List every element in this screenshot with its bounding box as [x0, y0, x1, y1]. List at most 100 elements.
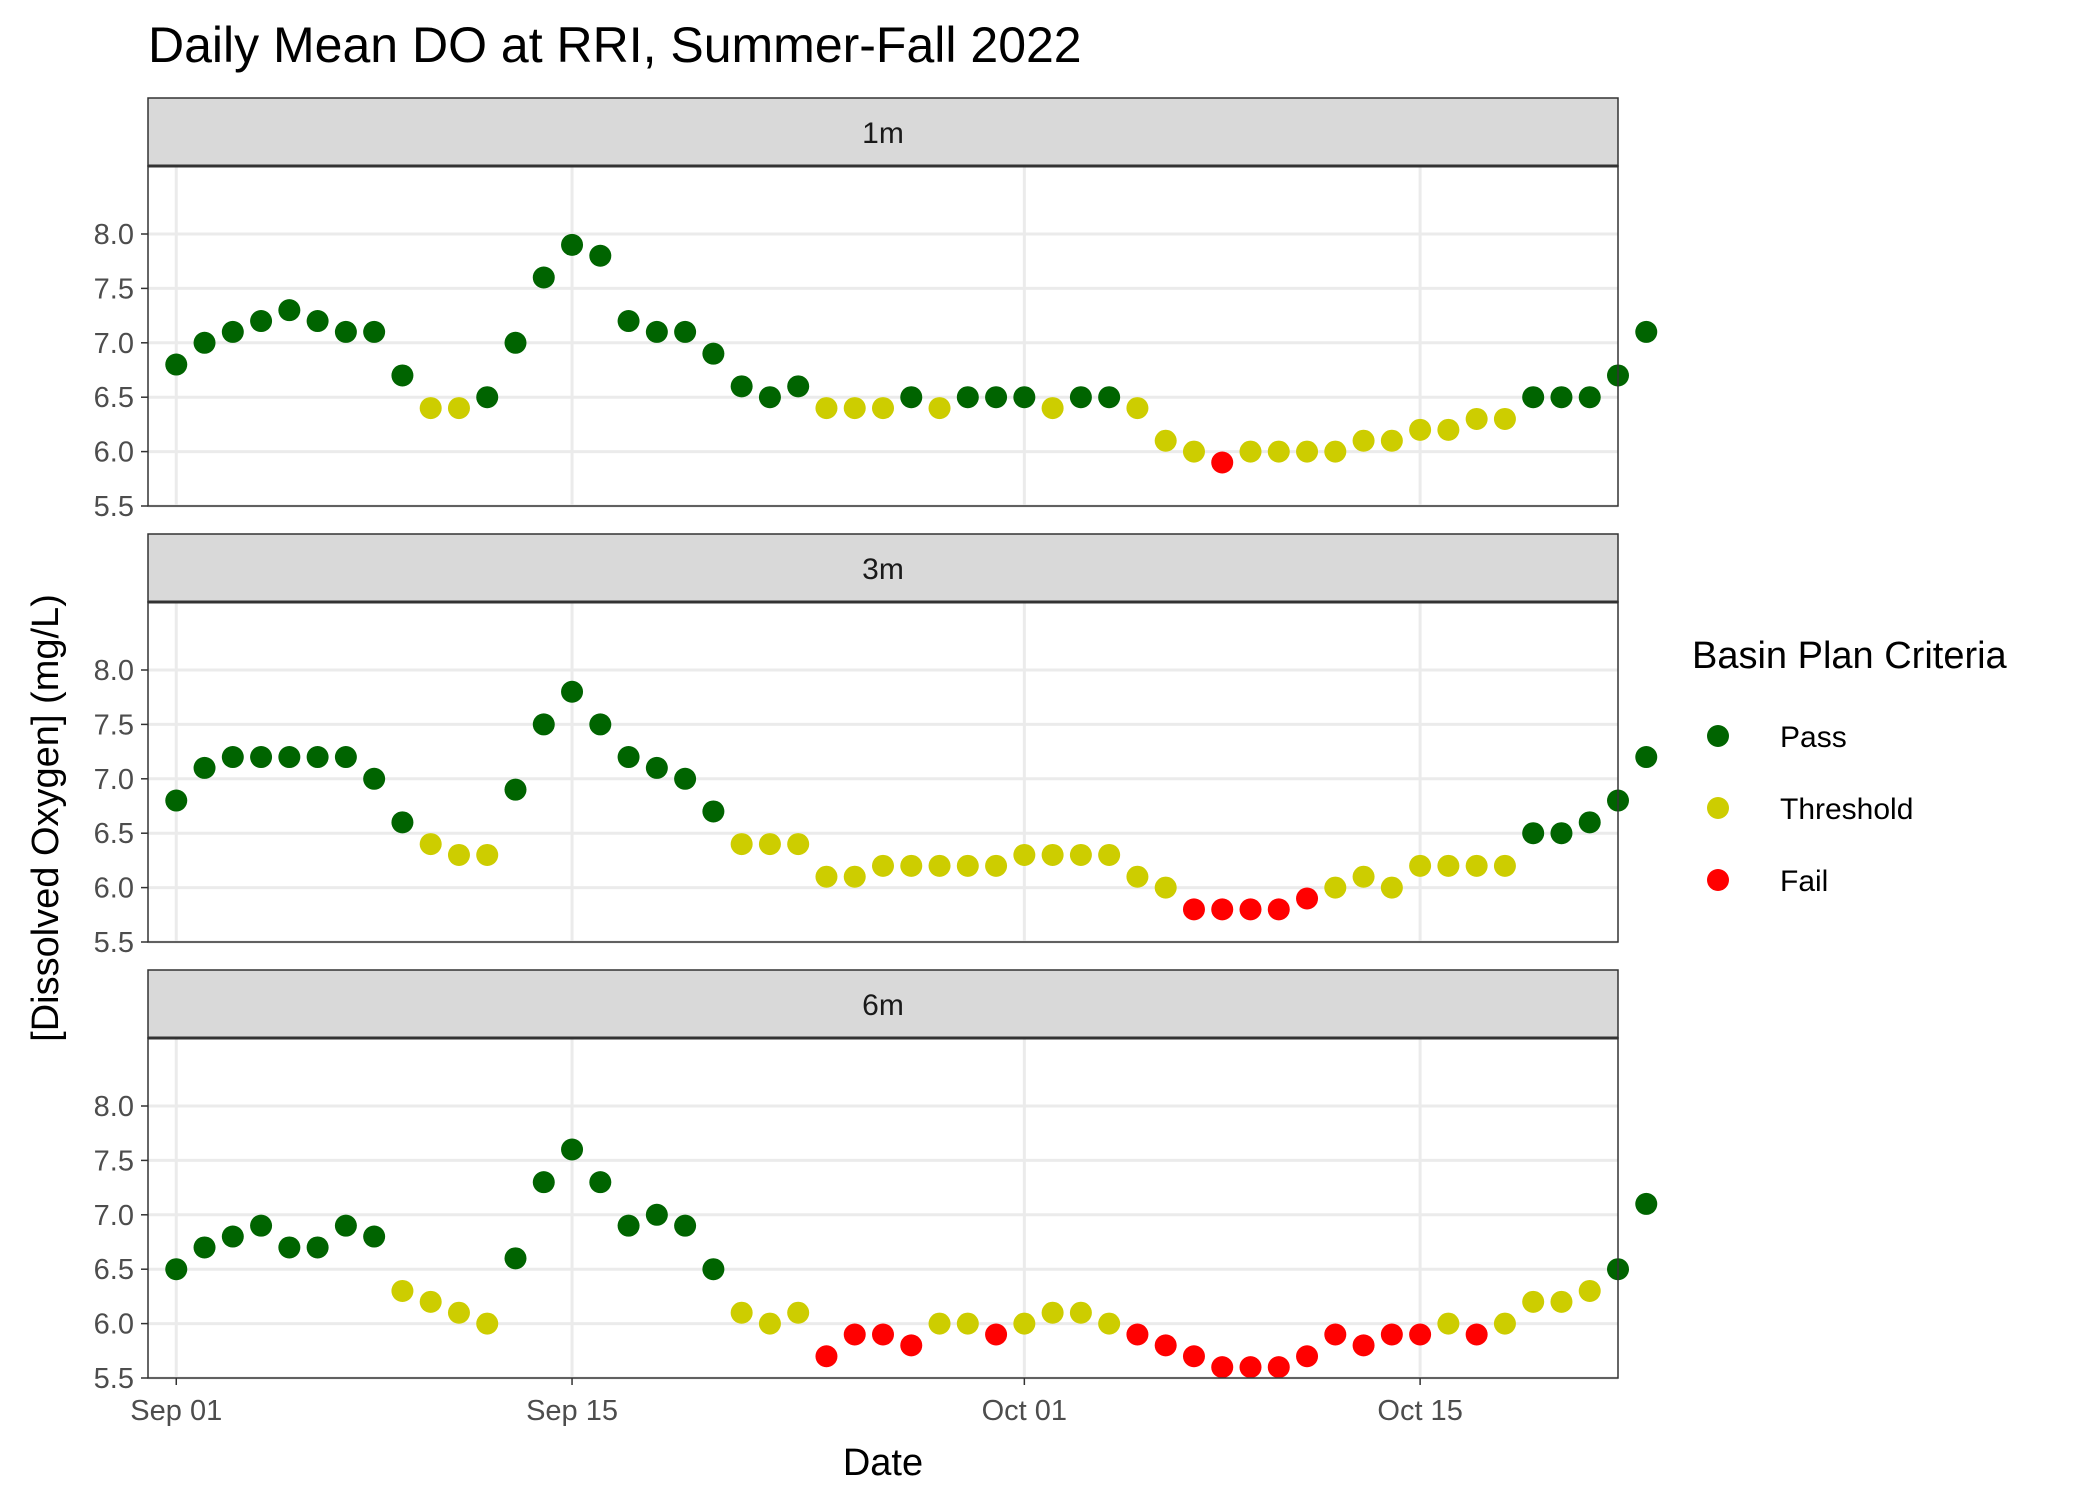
data-point	[1211, 1356, 1234, 1379]
y-tick-label: 7.5	[94, 1145, 134, 1177]
data-point	[1013, 386, 1036, 409]
data-point	[758, 1312, 781, 1335]
y-tick-label: 7.0	[94, 764, 134, 796]
data-point	[1239, 898, 1262, 921]
data-point	[561, 233, 584, 256]
data-point	[193, 331, 216, 354]
legend-key-threshold	[1707, 797, 1729, 819]
data-point	[1041, 843, 1064, 866]
data-point	[306, 746, 329, 769]
data-point	[702, 1258, 725, 1281]
data-point	[221, 746, 244, 769]
data-point	[1267, 898, 1290, 921]
data-point	[900, 854, 923, 877]
data-point	[221, 1225, 244, 1248]
data-point	[165, 353, 188, 376]
data-point	[1409, 854, 1432, 877]
data-point	[815, 865, 838, 888]
data-point	[306, 310, 329, 333]
data-point	[1182, 1345, 1205, 1368]
panel-background	[148, 1038, 1618, 1378]
data-point	[702, 800, 725, 823]
data-point	[900, 1334, 923, 1357]
data-point	[985, 854, 1008, 877]
y-axis-title: [Dissolved Oxygen] (mg/L)	[25, 594, 67, 1042]
data-point	[674, 320, 697, 343]
panel-1m: 1m 5.5 6.0 6.5 7.0 7.5 8.0	[94, 97, 1658, 523]
data-point	[787, 833, 810, 856]
data-point	[363, 320, 386, 343]
data-point	[1239, 440, 1262, 463]
panel-background	[148, 166, 1618, 506]
y-tick-label: 6.0	[94, 437, 134, 469]
data-point	[1493, 407, 1516, 430]
data-point	[1635, 320, 1658, 343]
data-point	[1522, 822, 1545, 845]
data-point	[1267, 440, 1290, 463]
data-point	[447, 1301, 470, 1324]
data-point	[419, 1290, 442, 1313]
legend-key-pass	[1707, 725, 1729, 747]
data-point	[928, 397, 951, 420]
data-point	[702, 342, 725, 365]
data-point	[1437, 418, 1460, 441]
data-point	[1154, 876, 1177, 899]
data-point	[758, 833, 781, 856]
data-point	[532, 713, 555, 736]
facet-strip-label: 3m	[862, 553, 904, 586]
data-point	[1465, 1323, 1488, 1346]
data-point	[1154, 429, 1177, 452]
data-point	[730, 1301, 753, 1324]
data-point	[589, 244, 612, 267]
data-point	[1437, 854, 1460, 877]
data-point	[1069, 843, 1092, 866]
data-point	[1493, 1312, 1516, 1335]
facet-strip-label: 6m	[862, 989, 904, 1022]
panel-3m: 3m 5.5 6.0 6.5 7.0 7.5 8.0	[94, 533, 1658, 959]
data-point	[1493, 854, 1516, 877]
data-point	[1126, 865, 1149, 888]
data-point	[900, 386, 923, 409]
panel-background	[148, 602, 1618, 942]
data-point	[165, 1258, 188, 1281]
data-point	[363, 767, 386, 790]
data-point	[447, 397, 470, 420]
data-point	[674, 767, 697, 790]
data-point	[956, 386, 979, 409]
data-point	[278, 299, 301, 322]
legend-label-threshold: Threshold	[1780, 793, 1913, 826]
y-tick-label: 6.5	[94, 1254, 134, 1286]
data-point	[787, 1301, 810, 1324]
y-tick-label: 8.0	[94, 1091, 134, 1123]
data-point	[1409, 418, 1432, 441]
data-point	[391, 811, 414, 834]
data-point	[1154, 1334, 1177, 1357]
data-point	[1267, 1356, 1290, 1379]
legend-title: Basin Plan Criteria	[1692, 635, 2008, 677]
data-point	[1126, 1323, 1149, 1346]
y-tick-label: 6.5	[94, 382, 134, 414]
data-point	[815, 1345, 838, 1368]
data-point	[334, 1214, 357, 1237]
data-point	[334, 746, 357, 769]
data-point	[334, 320, 357, 343]
data-point	[730, 833, 753, 856]
data-point	[985, 1323, 1008, 1346]
data-point	[985, 386, 1008, 409]
data-point	[1578, 1279, 1601, 1302]
facet-strip	[147, 533, 1619, 603]
data-point	[504, 331, 527, 354]
data-point	[1239, 1356, 1262, 1379]
data-point	[674, 1214, 697, 1237]
data-point	[843, 865, 866, 888]
data-point	[250, 1214, 273, 1237]
data-point	[1098, 386, 1121, 409]
facet-strip-label: 1m	[862, 117, 904, 150]
data-point	[1013, 843, 1036, 866]
data-point	[730, 375, 753, 398]
panel-6m: 6m 5.5 6.0 6.5 7.0 7.5 8.0	[94, 969, 1658, 1395]
legend-key-fail	[1707, 869, 1729, 891]
data-point	[1522, 386, 1545, 409]
data-point	[843, 397, 866, 420]
data-point	[1380, 429, 1403, 452]
